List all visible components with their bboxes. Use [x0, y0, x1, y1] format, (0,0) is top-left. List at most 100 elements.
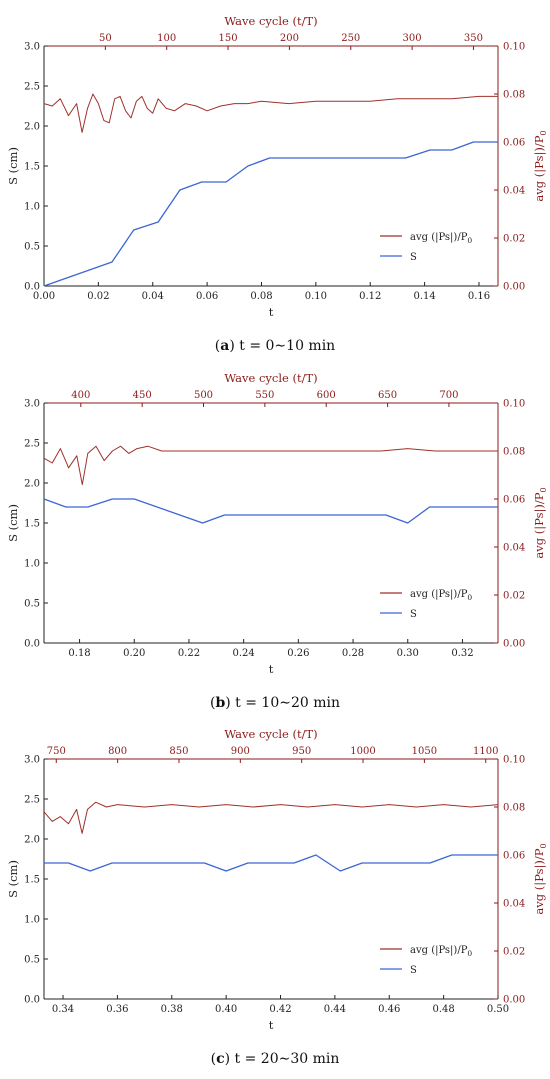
y2-tick-label: 0.04 [503, 186, 525, 197]
y-tick-label: 1.0 [24, 915, 40, 926]
y2-tick-label: 0.00 [503, 639, 525, 650]
x2-tick-label: 350 [464, 33, 483, 44]
legend-label-settlement: S [410, 609, 417, 620]
x2-tick-label: 850 [169, 746, 188, 757]
x-axis-title: t [269, 305, 274, 319]
x-axis-title: t [269, 662, 274, 676]
x-tick-label: 0.10 [305, 291, 327, 302]
panel-caption: (b) t = 10∼20 min [210, 695, 340, 711]
x-tick-label: 0.04 [142, 291, 164, 302]
y2-axis-title-sub: 0 [539, 843, 548, 848]
x2-tick-label: 650 [378, 390, 397, 401]
y2-tick-label: 0.04 [503, 543, 525, 554]
x-tick-label: 0.40 [215, 1004, 237, 1015]
y2-tick-label: 0.10 [503, 42, 525, 53]
x-tick-label: 0.36 [106, 1004, 128, 1015]
y2-axis-title-sub: 0 [539, 130, 548, 135]
y-tick-label: 2.5 [24, 439, 40, 450]
x2-tick-label: 1050 [412, 746, 437, 757]
x2-tick-label: 1100 [473, 746, 498, 757]
y2-tick-label: 0.10 [503, 399, 525, 410]
y-tick-label: 0.5 [24, 955, 40, 966]
y2-axis-title-main: avg (|Ps|)/P [532, 848, 547, 914]
caption-part: c [216, 1051, 225, 1067]
y2-tick-label: 0.06 [503, 851, 525, 862]
y-tick-label: 0.5 [24, 242, 40, 253]
series-line-pressure [43, 445, 498, 486]
legend-label-settlement: S [410, 965, 417, 976]
legend-label-pressure-sub: 0 [467, 593, 472, 602]
y2-axis-title-main: avg (|Ps|)/P [532, 135, 547, 201]
legend-label-pressure-main: avg (|Ps|)/P [410, 589, 468, 600]
legend-label-pressure: avg (|Ps|)/P0 [410, 232, 472, 245]
x-tick-label: 0.34 [52, 1004, 74, 1015]
y-tick-label: 3.0 [24, 42, 40, 53]
series-line-pressure [43, 93, 498, 133]
y-tick-label: 1.0 [24, 202, 40, 213]
x-tick-label: 0.48 [432, 1004, 454, 1015]
panel-caption: (a) t = 0∼10 min [215, 338, 335, 354]
x-axis-title: t [269, 1018, 274, 1032]
x2-tick-label: 400 [71, 390, 90, 401]
x2-tick-label: 700 [439, 390, 458, 401]
x-tick-label: 0.06 [196, 291, 218, 302]
legend-label-pressure-sub: 0 [467, 236, 472, 245]
x2-axis-title: Wave cycle (t/T) [224, 14, 317, 28]
x-tick-label: 0.44 [324, 1004, 346, 1015]
y-tick-label: 2.0 [24, 835, 40, 846]
legend-label-settlement: S [410, 252, 417, 263]
x2-tick-label: 950 [292, 746, 311, 757]
y-tick-label: 1.5 [24, 519, 40, 530]
y2-axis-title: avg (|Ps|)/P0 [532, 843, 548, 914]
y-tick-label: 2.0 [24, 122, 40, 133]
x-tick-label: 0.18 [68, 648, 90, 659]
x-tick-label: 0.38 [161, 1004, 183, 1015]
y-tick-label: 0.5 [24, 599, 40, 610]
y-tick-label: 0.0 [24, 639, 40, 650]
y2-tick-label: 0.00 [503, 282, 525, 293]
legend-label-pressure-main: avg (|Ps|)/P [410, 945, 468, 956]
series-line-settlement [43, 141, 498, 287]
x-tick-label: 0.50 [487, 1004, 509, 1015]
caption-part: t = 20∼30 min [235, 1051, 340, 1067]
caption-part: ( [211, 1051, 216, 1067]
y2-tick-label: 0.02 [503, 947, 525, 958]
series-line-pressure [43, 801, 499, 834]
x2-tick-label: 100 [157, 33, 176, 44]
x2-tick-label: 750 [47, 746, 66, 757]
x-tick-label: 0.46 [378, 1004, 400, 1015]
x-tick-label: 0.12 [359, 291, 381, 302]
caption-part: a [220, 338, 229, 354]
y2-tick-label: 0.10 [503, 755, 525, 766]
caption-part: t = 0∼10 min [239, 338, 335, 354]
y-tick-label: 2.5 [24, 82, 40, 93]
x2-tick-label: 200 [280, 33, 299, 44]
y2-tick-label: 0.04 [503, 899, 525, 910]
y2-axis-title: avg (|Ps|)/P0 [532, 487, 548, 558]
y-tick-label: 0.0 [24, 995, 40, 1006]
panel-caption: (c) t = 20∼30 min [211, 1051, 340, 1067]
x-tick-label: 0.28 [342, 648, 364, 659]
y-axis-title: S (cm) [6, 860, 20, 898]
caption-part: b [215, 695, 225, 711]
x2-tick-label: 500 [194, 390, 213, 401]
y-tick-label: 3.0 [24, 399, 40, 410]
x-tick-label: 0.16 [468, 291, 490, 302]
x2-tick-label: 600 [317, 390, 336, 401]
y-tick-label: 2.5 [24, 795, 40, 806]
x-tick-label: 0.02 [87, 291, 109, 302]
x2-tick-label: 150 [219, 33, 238, 44]
x-tick-label: 0.32 [451, 648, 473, 659]
x-tick-label: 0.42 [269, 1004, 291, 1015]
y2-tick-label: 0.08 [503, 803, 525, 814]
y2-tick-label: 0.02 [503, 234, 525, 245]
series-line-settlement [44, 854, 498, 872]
y-tick-label: 2.0 [24, 479, 40, 490]
y-tick-label: 1.5 [24, 162, 40, 173]
legend-label-pressure-main: avg (|Ps|)/P [410, 232, 468, 243]
x-tick-label: 0.30 [397, 648, 419, 659]
